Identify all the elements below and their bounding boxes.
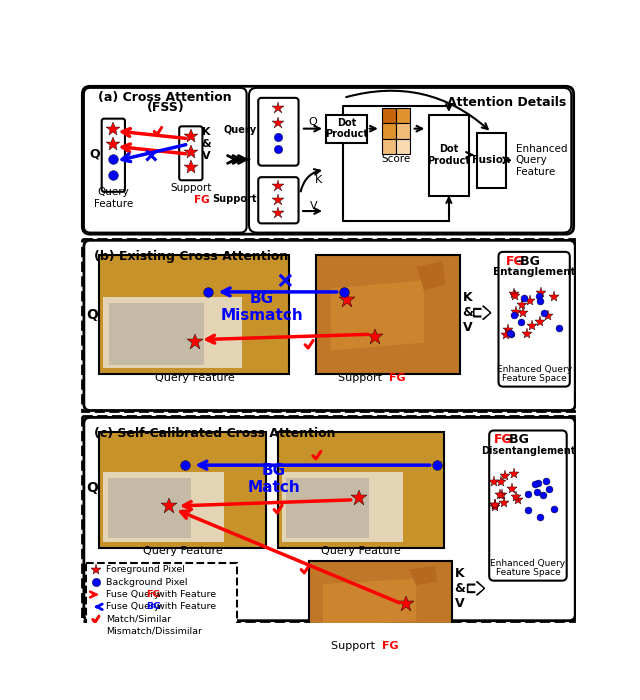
Text: Support: Support	[332, 641, 379, 651]
Text: V: V	[310, 201, 318, 211]
Polygon shape	[286, 478, 369, 538]
Text: -BG: -BG	[504, 433, 529, 446]
Text: Support: Support	[212, 194, 257, 204]
Text: FG: FG	[381, 641, 398, 651]
Text: FG: FG	[147, 590, 161, 599]
Bar	[382, 139, 396, 154]
FancyBboxPatch shape	[83, 86, 573, 234]
Polygon shape	[103, 297, 242, 368]
FancyBboxPatch shape	[84, 240, 575, 410]
Text: Query: Query	[223, 125, 257, 135]
FancyBboxPatch shape	[84, 88, 246, 232]
Bar	[86, 563, 237, 648]
Bar	[99, 255, 289, 374]
Text: Enhanced Query: Enhanced Query	[497, 365, 572, 375]
Text: K: K	[315, 175, 323, 186]
Text: Enhanced
Query
Feature: Enhanced Query Feature	[516, 144, 567, 177]
Text: Foreground Pixel: Foreground Pixel	[106, 566, 185, 575]
Text: (c) Self-Calibrated Cross Attention: (c) Self-Calibrated Cross Attention	[94, 428, 335, 440]
Text: Dot
Product: Dot Product	[325, 118, 368, 139]
Polygon shape	[282, 473, 403, 542]
Bar	[477, 132, 506, 188]
Bar	[278, 432, 444, 547]
Text: Support: Support	[170, 183, 211, 193]
Text: Support: Support	[339, 373, 386, 383]
Text: Q: Q	[86, 308, 99, 322]
Bar	[316, 255, 460, 374]
Text: Entanglement: Entanglement	[493, 267, 575, 277]
Text: Fuse Query: Fuse Query	[106, 602, 163, 611]
Text: (FSS): (FSS)	[147, 101, 184, 113]
FancyBboxPatch shape	[179, 126, 202, 180]
Text: Fusion: Fusion	[472, 155, 511, 165]
FancyBboxPatch shape	[489, 430, 566, 581]
FancyBboxPatch shape	[84, 417, 575, 621]
Text: Fuse Query: Fuse Query	[106, 590, 163, 599]
Polygon shape	[417, 261, 445, 290]
Text: Dot
Product: Dot Product	[428, 144, 470, 166]
Text: Feature Space: Feature Space	[495, 568, 561, 577]
Text: Query Feature: Query Feature	[321, 547, 401, 556]
Text: Feature Space: Feature Space	[502, 374, 566, 383]
Text: Score: Score	[381, 155, 411, 164]
Text: Attention Details: Attention Details	[447, 95, 566, 108]
FancyBboxPatch shape	[259, 98, 298, 166]
Polygon shape	[467, 582, 484, 595]
Text: Enhanced Query: Enhanced Query	[490, 559, 566, 568]
Text: Mismatch/Dissimilar: Mismatch/Dissimilar	[106, 627, 202, 636]
Polygon shape	[323, 579, 416, 626]
Text: Query Feature: Query Feature	[155, 373, 235, 383]
Text: Q: Q	[308, 118, 317, 127]
Text: Background Pixel: Background Pixel	[106, 578, 188, 587]
Polygon shape	[409, 566, 438, 586]
Bar	[382, 108, 396, 123]
Text: FG: FG	[494, 433, 513, 446]
FancyBboxPatch shape	[499, 252, 570, 386]
Bar	[396, 108, 410, 123]
Text: Query
Feature: Query Feature	[93, 187, 133, 209]
Text: Query Feature: Query Feature	[143, 547, 223, 556]
Text: (b) Existing Cross Attention: (b) Existing Cross Attention	[94, 251, 288, 263]
Bar	[382, 123, 396, 139]
Text: -BG: -BG	[515, 255, 540, 267]
Bar	[83, 239, 573, 412]
Text: FG: FG	[389, 373, 406, 383]
Text: Q: Q	[86, 482, 99, 496]
Text: Q: Q	[90, 148, 100, 160]
Text: FG: FG	[194, 195, 209, 205]
Text: Match/Similar: Match/Similar	[106, 615, 172, 624]
Bar	[396, 123, 410, 139]
Text: BG
Mismatch: BG Mismatch	[221, 291, 303, 323]
Polygon shape	[469, 583, 483, 594]
Text: Disentanglement: Disentanglement	[481, 447, 575, 456]
Bar	[429, 115, 469, 195]
FancyBboxPatch shape	[102, 118, 125, 192]
Bar	[99, 432, 266, 547]
Polygon shape	[108, 478, 191, 538]
Polygon shape	[331, 281, 424, 351]
Text: BG
Match: BG Match	[248, 463, 300, 495]
Polygon shape	[109, 302, 204, 365]
Text: (a) Cross Attention: (a) Cross Attention	[99, 90, 232, 104]
Text: K
&
V: K & V	[202, 127, 211, 161]
Bar	[326, 115, 367, 143]
Text: FG: FG	[506, 255, 525, 267]
Text: BG: BG	[147, 602, 161, 611]
Bar	[83, 416, 573, 622]
FancyBboxPatch shape	[249, 88, 572, 232]
Bar	[308, 561, 452, 643]
Text: K
&
V: K & V	[454, 567, 465, 610]
Text: with Feature: with Feature	[154, 602, 216, 611]
Bar	[396, 139, 410, 154]
Polygon shape	[476, 307, 489, 318]
Polygon shape	[103, 473, 225, 542]
FancyBboxPatch shape	[259, 177, 298, 223]
Text: with Feature: with Feature	[154, 590, 216, 599]
Text: K
&
V: K & V	[462, 291, 473, 334]
Polygon shape	[474, 306, 491, 320]
